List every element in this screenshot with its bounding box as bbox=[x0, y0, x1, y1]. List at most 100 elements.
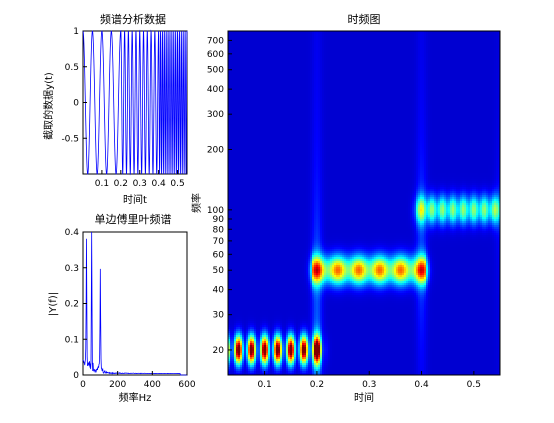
tf-cell bbox=[440, 71, 442, 73]
tf-cell bbox=[488, 81, 490, 83]
tf-cell bbox=[232, 37, 234, 39]
tf-cell bbox=[322, 51, 324, 53]
tf-cell bbox=[364, 53, 366, 55]
tf-cell bbox=[400, 83, 402, 85]
tf-cell bbox=[370, 71, 372, 73]
tf-cell bbox=[234, 95, 236, 97]
tf-cell bbox=[250, 67, 252, 69]
tf-cell bbox=[258, 79, 260, 81]
tf-cell bbox=[370, 81, 372, 83]
tf-cell bbox=[372, 61, 374, 63]
tf-cell bbox=[244, 99, 246, 101]
tf-cell bbox=[364, 59, 366, 61]
tf-cell bbox=[336, 47, 338, 49]
tf-cell bbox=[404, 81, 406, 83]
tf-cell bbox=[476, 59, 478, 61]
tf-cell bbox=[378, 39, 380, 41]
tf-cell bbox=[336, 69, 338, 71]
tf-cell bbox=[238, 73, 240, 75]
tf-cell bbox=[448, 33, 450, 35]
tf-cell bbox=[330, 41, 332, 43]
tf-cell bbox=[246, 71, 248, 73]
tf-cell bbox=[254, 33, 256, 35]
tf-cell bbox=[332, 55, 334, 57]
tf-cell bbox=[314, 81, 316, 83]
tf-cell bbox=[388, 79, 390, 81]
tf-cell bbox=[432, 49, 434, 51]
tf-cell bbox=[380, 89, 382, 91]
tf-cell bbox=[394, 73, 396, 75]
tf-cell bbox=[388, 87, 390, 89]
tf-cell bbox=[474, 33, 476, 35]
tf-cell bbox=[258, 91, 260, 93]
tf-cell bbox=[372, 41, 374, 43]
tf-cell bbox=[438, 81, 440, 83]
tf-cell bbox=[324, 45, 326, 47]
tf-cell bbox=[386, 43, 388, 45]
tf-cell bbox=[294, 59, 296, 61]
tf-cell bbox=[476, 39, 478, 41]
tf-cell bbox=[438, 75, 440, 77]
tf-cell bbox=[406, 95, 408, 97]
tf-cell bbox=[496, 73, 498, 75]
tf-cell bbox=[354, 85, 356, 87]
tf-cell bbox=[270, 95, 272, 97]
tf-cell bbox=[484, 77, 486, 79]
tf-cell bbox=[246, 55, 248, 57]
tf-cell bbox=[348, 35, 350, 37]
tf-cell bbox=[346, 41, 348, 43]
tf-cell bbox=[386, 89, 388, 91]
tf-cell bbox=[360, 87, 362, 89]
tf-cell bbox=[304, 77, 306, 79]
tf-cell bbox=[230, 43, 232, 45]
tf-cell bbox=[296, 61, 298, 63]
tf-cell bbox=[266, 77, 268, 79]
tf-cell bbox=[442, 57, 444, 59]
tf-cell bbox=[454, 51, 456, 53]
tf-cell bbox=[480, 87, 482, 89]
tf-cell bbox=[466, 39, 468, 41]
tf-cell bbox=[408, 61, 410, 63]
tf-cell bbox=[386, 63, 388, 65]
tf-cell bbox=[238, 49, 240, 51]
tf-cell bbox=[398, 57, 400, 59]
tf-cell bbox=[300, 37, 302, 39]
tf-cell bbox=[252, 37, 254, 39]
tf-cell bbox=[322, 93, 324, 95]
tf-cell bbox=[284, 89, 286, 91]
tf-cell bbox=[318, 67, 320, 69]
tf-cell bbox=[346, 33, 348, 35]
tf-cell bbox=[302, 73, 304, 75]
tf-cell bbox=[456, 37, 458, 39]
tf-cell bbox=[390, 39, 392, 41]
tf-cell bbox=[288, 93, 290, 95]
tf-cell bbox=[352, 69, 354, 71]
tf-cell bbox=[408, 95, 410, 97]
tf-cell bbox=[448, 77, 450, 79]
tf-cell bbox=[240, 53, 242, 55]
tf-cell bbox=[330, 89, 332, 91]
tf-cell bbox=[288, 79, 290, 81]
tf-cell bbox=[316, 57, 318, 59]
tf-cell bbox=[240, 39, 242, 41]
tf-cell bbox=[306, 79, 308, 81]
tf-cell bbox=[234, 75, 236, 77]
tf-cell bbox=[446, 51, 448, 53]
tf-cell bbox=[232, 61, 234, 63]
tf-cell bbox=[412, 37, 414, 39]
tf-cell bbox=[490, 49, 492, 51]
tf-cell bbox=[490, 63, 492, 65]
tf-cell bbox=[490, 35, 492, 37]
tf-cell bbox=[390, 53, 392, 55]
tf-cell bbox=[474, 85, 476, 87]
tf-cell bbox=[490, 77, 492, 79]
tf-cell bbox=[266, 93, 268, 95]
tf-cell bbox=[452, 81, 454, 83]
tf-cell bbox=[352, 97, 354, 99]
tf-cell bbox=[370, 43, 372, 45]
tf-cell bbox=[408, 59, 410, 61]
tf-cell bbox=[426, 67, 428, 69]
tf-cell bbox=[318, 77, 320, 79]
tf-cell bbox=[280, 55, 282, 57]
